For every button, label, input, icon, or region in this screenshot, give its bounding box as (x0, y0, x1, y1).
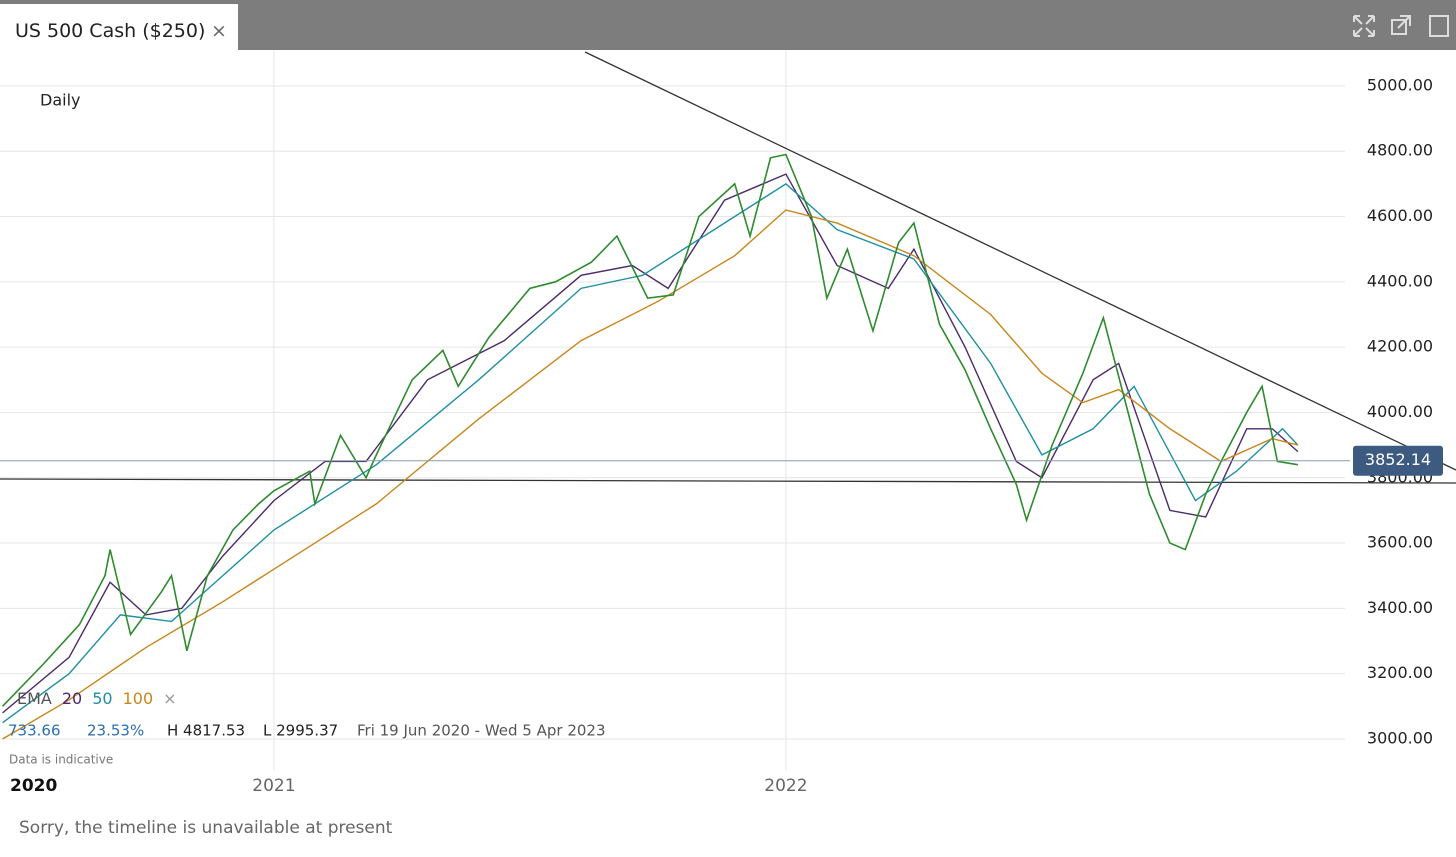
legend[interactable]: EMA 20 50 100 × (17, 689, 177, 708)
y-tick-label: 5000.00 (1367, 75, 1433, 94)
close-window-icon[interactable] (1429, 15, 1449, 37)
ema-line (2, 183, 1299, 724)
footer-message: Sorry, the timeline is unavailable at pr… (19, 818, 393, 838)
y-tick-label: 4000.00 (1367, 402, 1433, 421)
y-tick-label: 3600.00 (1367, 533, 1433, 552)
x-start-label: 2020 (10, 776, 57, 796)
last-price-label: 3852.14 (1365, 450, 1431, 469)
trendline (584, 51, 1456, 471)
y-tick-label: 4800.00 (1367, 141, 1433, 160)
note-text: Data is indicative (9, 753, 113, 767)
popout-icon[interactable] (1391, 19, 1407, 35)
tab[interactable]: US 500 Cash ($250) × (0, 4, 238, 50)
y-tick-label: 4600.00 (1367, 206, 1433, 225)
legend-entry: 100 (123, 689, 154, 708)
legend-remove: × (163, 689, 176, 708)
legend-entry: 20 (62, 689, 82, 708)
y-tick-label: 3400.00 (1367, 598, 1433, 617)
maximize-icon[interactable] (1353, 15, 1375, 37)
stat-text: 733.66 (8, 722, 61, 740)
tab-title: US 500 Cash ($250) (15, 20, 206, 42)
ema-line (2, 173, 1299, 714)
legend-entry: 50 (92, 689, 112, 708)
window-icons (1353, 15, 1449, 37)
top-bar: US 500 Cash ($250) × (0, 0, 1456, 50)
last-price-box (1353, 445, 1443, 476)
stat-text: H 4817.53 (167, 722, 245, 740)
price-line (1, 153, 1299, 707)
stat-text: 23.53% (87, 722, 144, 740)
tab-close[interactable]: × (211, 20, 227, 42)
support-line (0, 478, 1456, 484)
y-tick-label: 3000.00 (1367, 728, 1433, 747)
y-tick-label: 4400.00 (1367, 271, 1433, 290)
interval-label[interactable]: Daily (40, 91, 80, 110)
ema-line (2, 209, 1299, 740)
x-tick-label: 2022 (764, 776, 807, 796)
y-tick-label: 4200.00 (1367, 337, 1433, 356)
x-tick-label: 2021 (252, 776, 295, 796)
legend-title: EMA (17, 689, 52, 708)
y-tick-label: 3200.00 (1367, 663, 1433, 682)
stat-text: L 2995.37 (263, 722, 338, 740)
stat-text: Fri 19 Jun 2020 - Wed 5 Apr 2023 (357, 722, 606, 740)
